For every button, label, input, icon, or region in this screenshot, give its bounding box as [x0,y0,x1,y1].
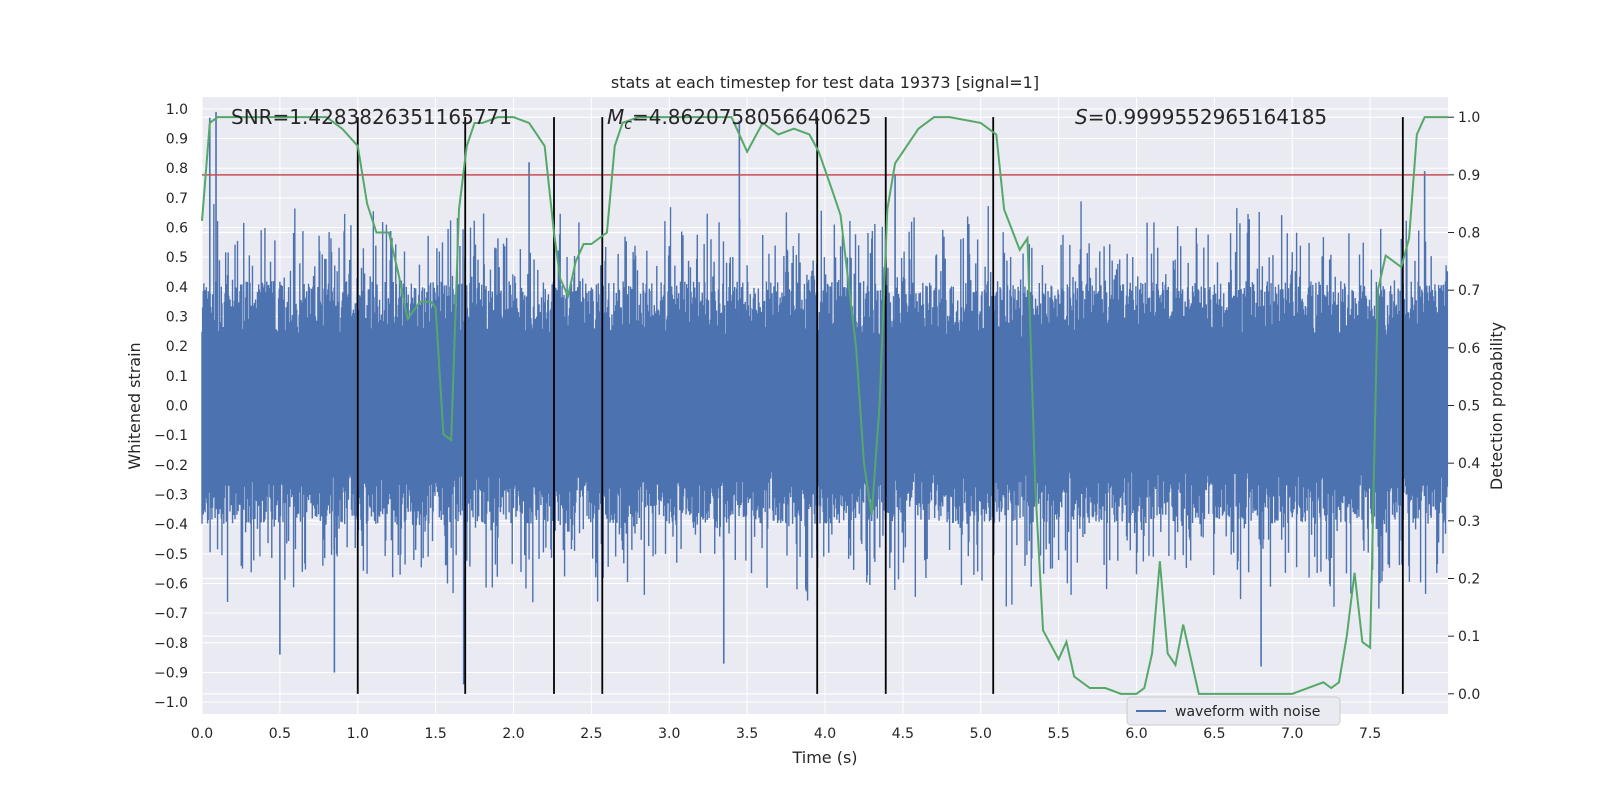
x-tick-label: 7.0 [1281,726,1303,742]
y-tick-label: −0.5 [154,547,188,563]
y2-tick-label: 0.7 [1458,283,1480,299]
x-tick-label: 1.0 [347,726,369,742]
tick-label-layer: 0.0 0.5 1.0 1.5 2.0 2.5 3.0 3.5 4.0 4.5 5.0 5.5 6.0 6… [154,102,1480,742]
x-tick-label: 7.5 [1359,726,1381,742]
chirp-mass-annotation: Mc=4.8620758056640625 [607,105,871,133]
x-tick-label: 4.5 [892,726,914,742]
chirp-mass-symbol: M [607,105,624,129]
y-tick-label: −0.7 [154,606,188,622]
y-tick-label: −0.4 [154,517,188,533]
y-tick-label: −0.6 [154,576,188,592]
y-tick-label: 1.0 [166,102,188,118]
x-tick-label: 3.5 [736,726,758,742]
score-annotation: S=0.9999552965164185 [1075,105,1327,129]
snr-annotation: SNR=1.4283826351165771 [231,105,512,129]
detection-probability-line [201,116,1448,695]
x-tick-label: 2.0 [502,726,524,742]
y2-tick-label: 0.5 [1458,399,1480,415]
x-tick-label: 0.0 [191,726,213,742]
y2-tick-label: 0.2 [1458,571,1480,587]
x-tick-label: 0.5 [269,726,291,742]
y-tick-label: 0.0 [166,399,188,415]
x-tick-label: 3.0 [658,726,680,742]
y2-tick-label: 0.3 [1458,514,1480,530]
y-tick-label: −0.8 [154,636,188,652]
legend: waveform with noise [1126,696,1341,726]
y-tick-label: 0.2 [166,339,188,355]
y2-tick-label: 0.1 [1458,629,1480,645]
x-axis-label: Time (s) [791,748,857,767]
y-tick-label: −0.2 [154,458,188,474]
y-tick-label: 0.8 [166,161,188,177]
y-tick-label: −1.0 [154,695,188,711]
y-tick-label: 0.9 [166,132,188,148]
x-tick-label: 2.5 [580,726,602,742]
y2-tick-label: 0.9 [1458,168,1480,184]
y-axis-label: Whitened strain [125,342,144,469]
legend-label-waveform: waveform with noise [1175,704,1320,720]
y-tick-label: 0.1 [166,369,188,385]
x-tick-label: 1.5 [424,726,446,742]
score-symbol: S [1075,105,1088,129]
x-tick-label: 6.5 [1203,726,1225,742]
vertical-lines-layer [356,117,1404,694]
x-tick-label: 6.0 [1125,726,1147,742]
waveform-layer [201,111,1449,685]
y-tick-label: 0.6 [166,221,188,237]
y-tick-label: 0.4 [166,280,188,296]
y-tick-label: 0.3 [166,310,188,326]
score-value: =0.9999552965164185 [1088,105,1327,129]
y2-tick-label: 1.0 [1458,110,1480,126]
y2-tick-label: 0.8 [1458,226,1480,242]
x-tick-label: 4.0 [814,726,836,742]
y-tick-label: 0.5 [166,250,188,266]
legend-box [1126,696,1341,726]
y-tick-label: −0.1 [154,428,188,444]
chart-title: stats at each timestep for test data 193… [611,73,1039,92]
y-tick-label: −0.3 [154,487,188,503]
x-tick-label: 5.0 [970,726,992,742]
y2-tick-label: 0.0 [1458,687,1480,703]
probability-layer [201,116,1448,695]
y2-tick-label: 0.4 [1458,456,1480,472]
y2-tick-label: 0.6 [1458,341,1480,357]
y2-axis-label: Detection probability [1487,322,1506,490]
chirp-mass-value: =4.8620758056640625 [632,105,871,129]
x-tick-label: 5.5 [1047,726,1069,742]
y-tick-label: 0.7 [166,191,188,207]
chirp-mass-subscript: c [624,117,632,133]
y-tick-label: −0.9 [154,665,188,681]
